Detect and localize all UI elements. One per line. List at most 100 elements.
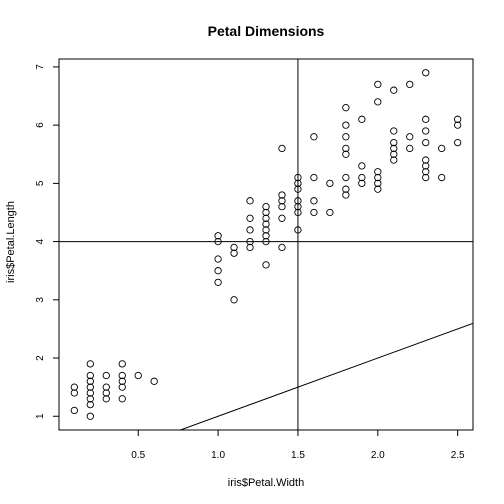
y-axis: 1 2 3 4 5 6 7 bbox=[35, 64, 59, 419]
data-point bbox=[374, 179, 382, 188]
data-point bbox=[278, 191, 286, 199]
y-tick-label: 5 bbox=[35, 180, 46, 186]
data-point bbox=[342, 104, 350, 112]
data-point bbox=[262, 208, 270, 217]
data-point bbox=[342, 191, 350, 199]
data-point bbox=[70, 389, 78, 397]
data-point bbox=[310, 133, 318, 141]
data-point bbox=[134, 371, 142, 380]
data-point bbox=[278, 214, 286, 222]
chart-title: Petal Dimensions bbox=[208, 23, 325, 39]
data-point bbox=[118, 395, 126, 403]
data-point bbox=[230, 249, 238, 257]
y-tick-label: 7 bbox=[35, 64, 46, 70]
data-point bbox=[102, 389, 110, 397]
data-point bbox=[150, 377, 158, 385]
data-point bbox=[230, 296, 238, 304]
data-point bbox=[454, 138, 462, 147]
data-point bbox=[390, 150, 398, 158]
data-point bbox=[310, 197, 318, 205]
y-axis-label: iris$Petal.Length bbox=[5, 201, 17, 283]
data-point bbox=[246, 243, 254, 252]
x-tick-label: 0.5 bbox=[131, 450, 145, 461]
y-tick-label: 2 bbox=[35, 355, 46, 361]
data-point bbox=[262, 203, 270, 211]
data-point bbox=[422, 156, 430, 164]
data-point bbox=[422, 173, 430, 182]
data-point bbox=[374, 80, 382, 89]
data-point bbox=[86, 400, 94, 409]
data-point bbox=[86, 371, 94, 380]
reference-lines bbox=[59, 59, 473, 430]
data-point bbox=[86, 360, 94, 368]
data-point bbox=[374, 98, 382, 106]
data-point bbox=[214, 267, 222, 275]
data-point bbox=[342, 173, 350, 182]
data-point bbox=[102, 383, 110, 391]
data-point bbox=[326, 208, 334, 217]
data-point bbox=[262, 226, 270, 234]
y-tick-label: 1 bbox=[35, 413, 46, 419]
x-axis: 0.5 1.0 1.5 2.0 2.5 bbox=[131, 430, 465, 461]
data-point bbox=[86, 395, 94, 403]
data-point bbox=[86, 377, 94, 385]
x-axis-label: iris$Petal.Width bbox=[228, 477, 304, 489]
data-point bbox=[214, 232, 222, 240]
data-point bbox=[342, 185, 350, 193]
y-tick-label: 4 bbox=[35, 238, 46, 244]
data-point bbox=[342, 150, 350, 158]
x-tick-label: 1.5 bbox=[291, 450, 305, 461]
data-point bbox=[294, 173, 302, 182]
data-point bbox=[454, 121, 462, 129]
data-point bbox=[214, 255, 222, 263]
data-point bbox=[422, 162, 430, 170]
data-point bbox=[358, 162, 366, 170]
data-point bbox=[390, 86, 398, 94]
data-point bbox=[438, 173, 446, 182]
data-point bbox=[294, 185, 302, 193]
data-point bbox=[374, 185, 382, 193]
data-point bbox=[246, 226, 254, 234]
data-point bbox=[422, 69, 430, 77]
data-point bbox=[230, 243, 238, 252]
data-point bbox=[262, 261, 270, 269]
data-point bbox=[262, 214, 270, 222]
data-point bbox=[310, 173, 318, 182]
data-point bbox=[422, 127, 430, 135]
data-point bbox=[118, 360, 126, 368]
data-point bbox=[342, 121, 350, 129]
data-point bbox=[278, 144, 286, 153]
data-point bbox=[70, 383, 78, 391]
data-point bbox=[358, 173, 366, 182]
data-point bbox=[86, 389, 94, 397]
x-tick-label: 2.5 bbox=[451, 450, 465, 461]
data-point bbox=[358, 115, 366, 123]
data-point bbox=[406, 133, 414, 141]
data-point bbox=[390, 144, 398, 153]
data-point bbox=[406, 144, 414, 153]
data-point bbox=[326, 179, 334, 188]
data-point bbox=[278, 203, 286, 211]
data-point bbox=[294, 203, 302, 211]
plot-frame bbox=[58, 58, 474, 431]
data-point bbox=[214, 237, 222, 246]
data-point bbox=[262, 237, 270, 246]
data-point bbox=[294, 226, 302, 234]
data-point bbox=[246, 237, 254, 246]
data-point bbox=[102, 395, 110, 403]
data-point bbox=[86, 412, 94, 420]
data-point bbox=[406, 80, 414, 89]
data-point bbox=[390, 138, 398, 147]
data-point bbox=[422, 115, 430, 123]
x-tick-label: 1.0 bbox=[211, 450, 225, 461]
data-point bbox=[422, 138, 430, 147]
data-point bbox=[390, 156, 398, 164]
x-tick-label: 2.0 bbox=[371, 450, 385, 461]
data-point bbox=[118, 383, 126, 391]
data-point bbox=[390, 127, 398, 135]
data-point bbox=[294, 197, 302, 205]
data-point bbox=[246, 214, 254, 222]
y-tick-label: 3 bbox=[35, 297, 46, 303]
data-point bbox=[358, 179, 366, 188]
